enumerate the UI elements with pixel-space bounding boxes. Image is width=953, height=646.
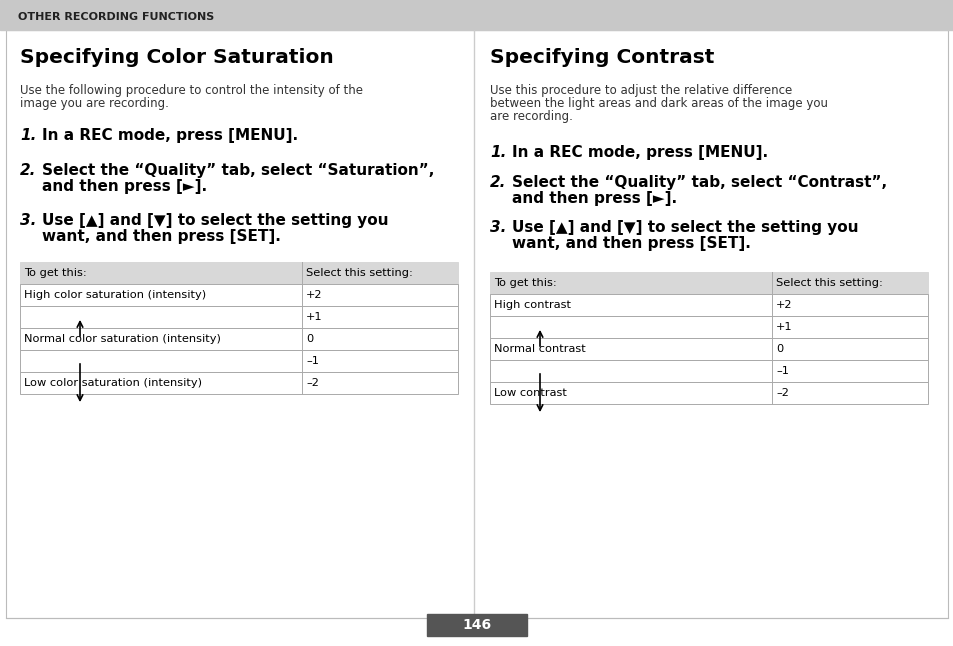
Text: 2.: 2. [20, 163, 36, 178]
Bar [20, 372, 457, 394]
Text: +2: +2 [775, 300, 792, 310]
Text: want, and then press [SET].: want, and then press [SET]. [512, 236, 750, 251]
Text: 146: 146 [462, 618, 491, 632]
Text: Normal color saturation (intensity): Normal color saturation (intensity) [24, 334, 221, 344]
Bar [490, 272, 927, 294]
Bar [20, 350, 457, 372]
Bar [20, 328, 457, 350]
Text: are recording.: are recording. [490, 110, 572, 123]
Text: Low color saturation (intensity): Low color saturation (intensity) [24, 378, 202, 388]
Text: Use [▲] and [▼] to select the setting you: Use [▲] and [▼] to select the setting yo… [42, 213, 388, 228]
Text: image you are recording.: image you are recording. [20, 97, 169, 110]
Text: High color saturation (intensity): High color saturation (intensity) [24, 290, 206, 300]
Text: –1: –1 [775, 366, 788, 376]
Bar [427, 614, 526, 636]
Text: +2: +2 [306, 290, 322, 300]
Text: 0: 0 [775, 344, 782, 354]
Bar [490, 382, 927, 404]
Text: between the light areas and dark areas of the image you: between the light areas and dark areas o… [490, 97, 827, 110]
Text: OTHER RECORDING FUNCTIONS: OTHER RECORDING FUNCTIONS [18, 12, 214, 22]
Text: –2: –2 [775, 388, 788, 398]
Text: Select the “Quality” tab, select “Contrast”,: Select the “Quality” tab, select “Contra… [512, 175, 886, 190]
Text: 1.: 1. [20, 128, 36, 143]
Bar [490, 316, 927, 338]
Text: +1: +1 [775, 322, 792, 332]
Text: Select the “Quality” tab, select “Saturation”,: Select the “Quality” tab, select “Satura… [42, 163, 434, 178]
Text: Specifying Color Saturation: Specifying Color Saturation [20, 48, 334, 67]
Text: Use this procedure to adjust the relative difference: Use this procedure to adjust the relativ… [490, 84, 791, 97]
Text: Low contrast: Low contrast [494, 388, 566, 398]
Text: –1: –1 [306, 356, 318, 366]
Text: Use [▲] and [▼] to select the setting you: Use [▲] and [▼] to select the setting yo… [512, 220, 858, 235]
Text: Select this setting:: Select this setting: [775, 278, 882, 288]
Text: 2.: 2. [490, 175, 506, 190]
Text: +1: +1 [306, 312, 322, 322]
Text: 3.: 3. [20, 213, 36, 228]
Text: Normal contrast: Normal contrast [494, 344, 585, 354]
Text: –2: –2 [306, 378, 318, 388]
Text: 0: 0 [306, 334, 313, 344]
Bar [20, 306, 457, 328]
Bar [490, 360, 927, 382]
Bar [20, 284, 457, 306]
Bar [490, 294, 927, 316]
Text: Specifying Contrast: Specifying Contrast [490, 48, 714, 67]
Text: In a REC mode, press [MENU].: In a REC mode, press [MENU]. [42, 128, 297, 143]
Text: To get this:: To get this: [24, 268, 87, 278]
Bar [20, 262, 457, 284]
Bar [0, 0, 953, 30]
Text: 1.: 1. [490, 145, 506, 160]
Text: and then press [►].: and then press [►]. [42, 179, 207, 194]
Text: In a REC mode, press [MENU].: In a REC mode, press [MENU]. [512, 145, 767, 160]
Text: 3.: 3. [490, 220, 506, 235]
Text: want, and then press [SET].: want, and then press [SET]. [42, 229, 280, 244]
Text: High contrast: High contrast [494, 300, 571, 310]
Text: Select this setting:: Select this setting: [306, 268, 413, 278]
Text: To get this:: To get this: [494, 278, 557, 288]
Text: and then press [►].: and then press [►]. [512, 191, 677, 206]
Bar [490, 338, 927, 360]
Text: Use the following procedure to control the intensity of the: Use the following procedure to control t… [20, 84, 363, 97]
